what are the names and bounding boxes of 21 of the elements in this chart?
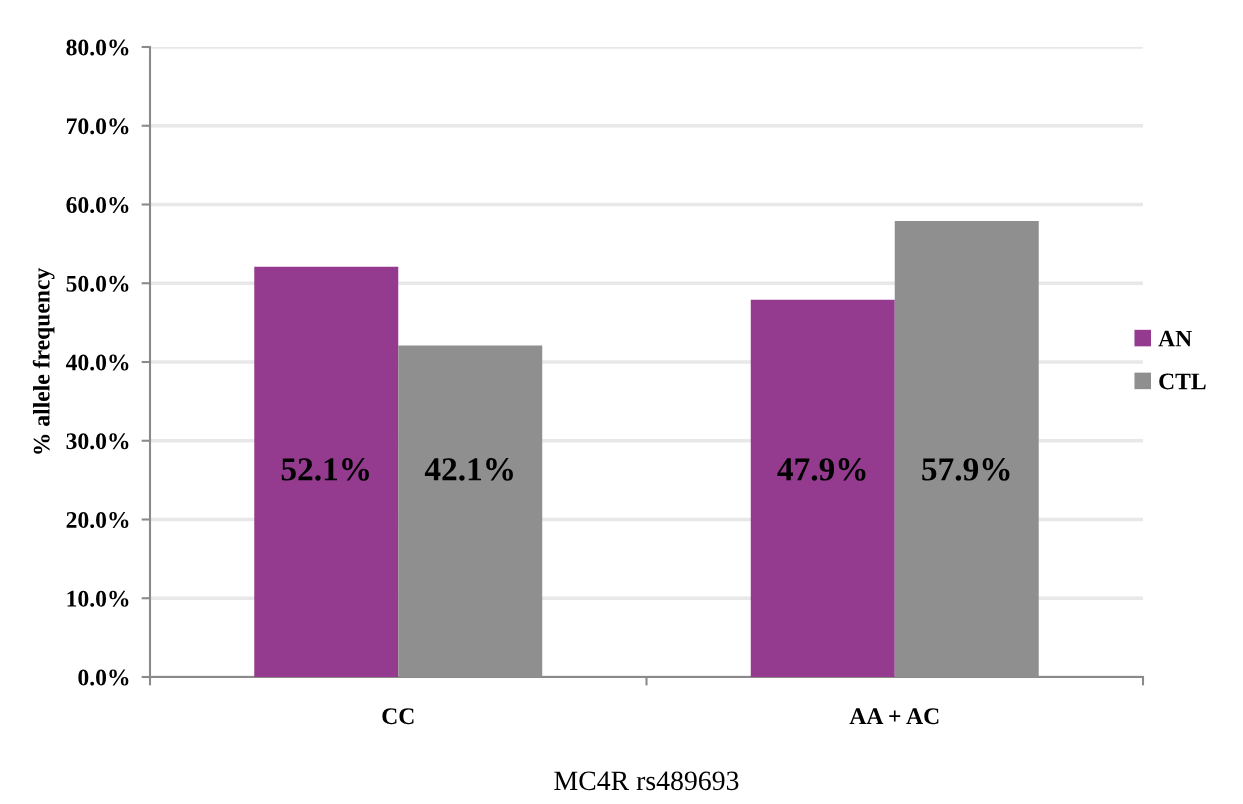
data-label: 52.1% <box>281 458 369 481</box>
bar <box>254 266 399 677</box>
y-tick-label: 70.0% <box>66 118 129 135</box>
x-tick-label: CC <box>382 708 414 725</box>
y-tick-label: 30.0% <box>66 433 129 450</box>
y-tick-label: 10.0% <box>67 590 129 607</box>
x-tick-label: AA + AC <box>849 708 939 725</box>
y-axis-title: % allele frequency <box>32 268 55 454</box>
data-label: 47.9% <box>777 458 866 481</box>
y-tick-label: 50.0% <box>66 275 129 292</box>
legend-label: AN <box>1158 330 1192 347</box>
legend-label: CTL <box>1159 373 1206 390</box>
bar <box>750 299 895 677</box>
y-tick-label: 80.0% <box>66 39 129 56</box>
x-axis-title: MC4R rs489693 <box>554 771 739 791</box>
y-tick-label: 20.0% <box>66 511 129 529</box>
y-tick-label: 60.0% <box>66 196 129 214</box>
y-tick-label: 0.0% <box>78 669 129 686</box>
y-tick-label: 40.0% <box>65 354 129 371</box>
data-label: 42.1% <box>424 458 513 481</box>
data-label: 57.9% <box>922 458 1010 481</box>
